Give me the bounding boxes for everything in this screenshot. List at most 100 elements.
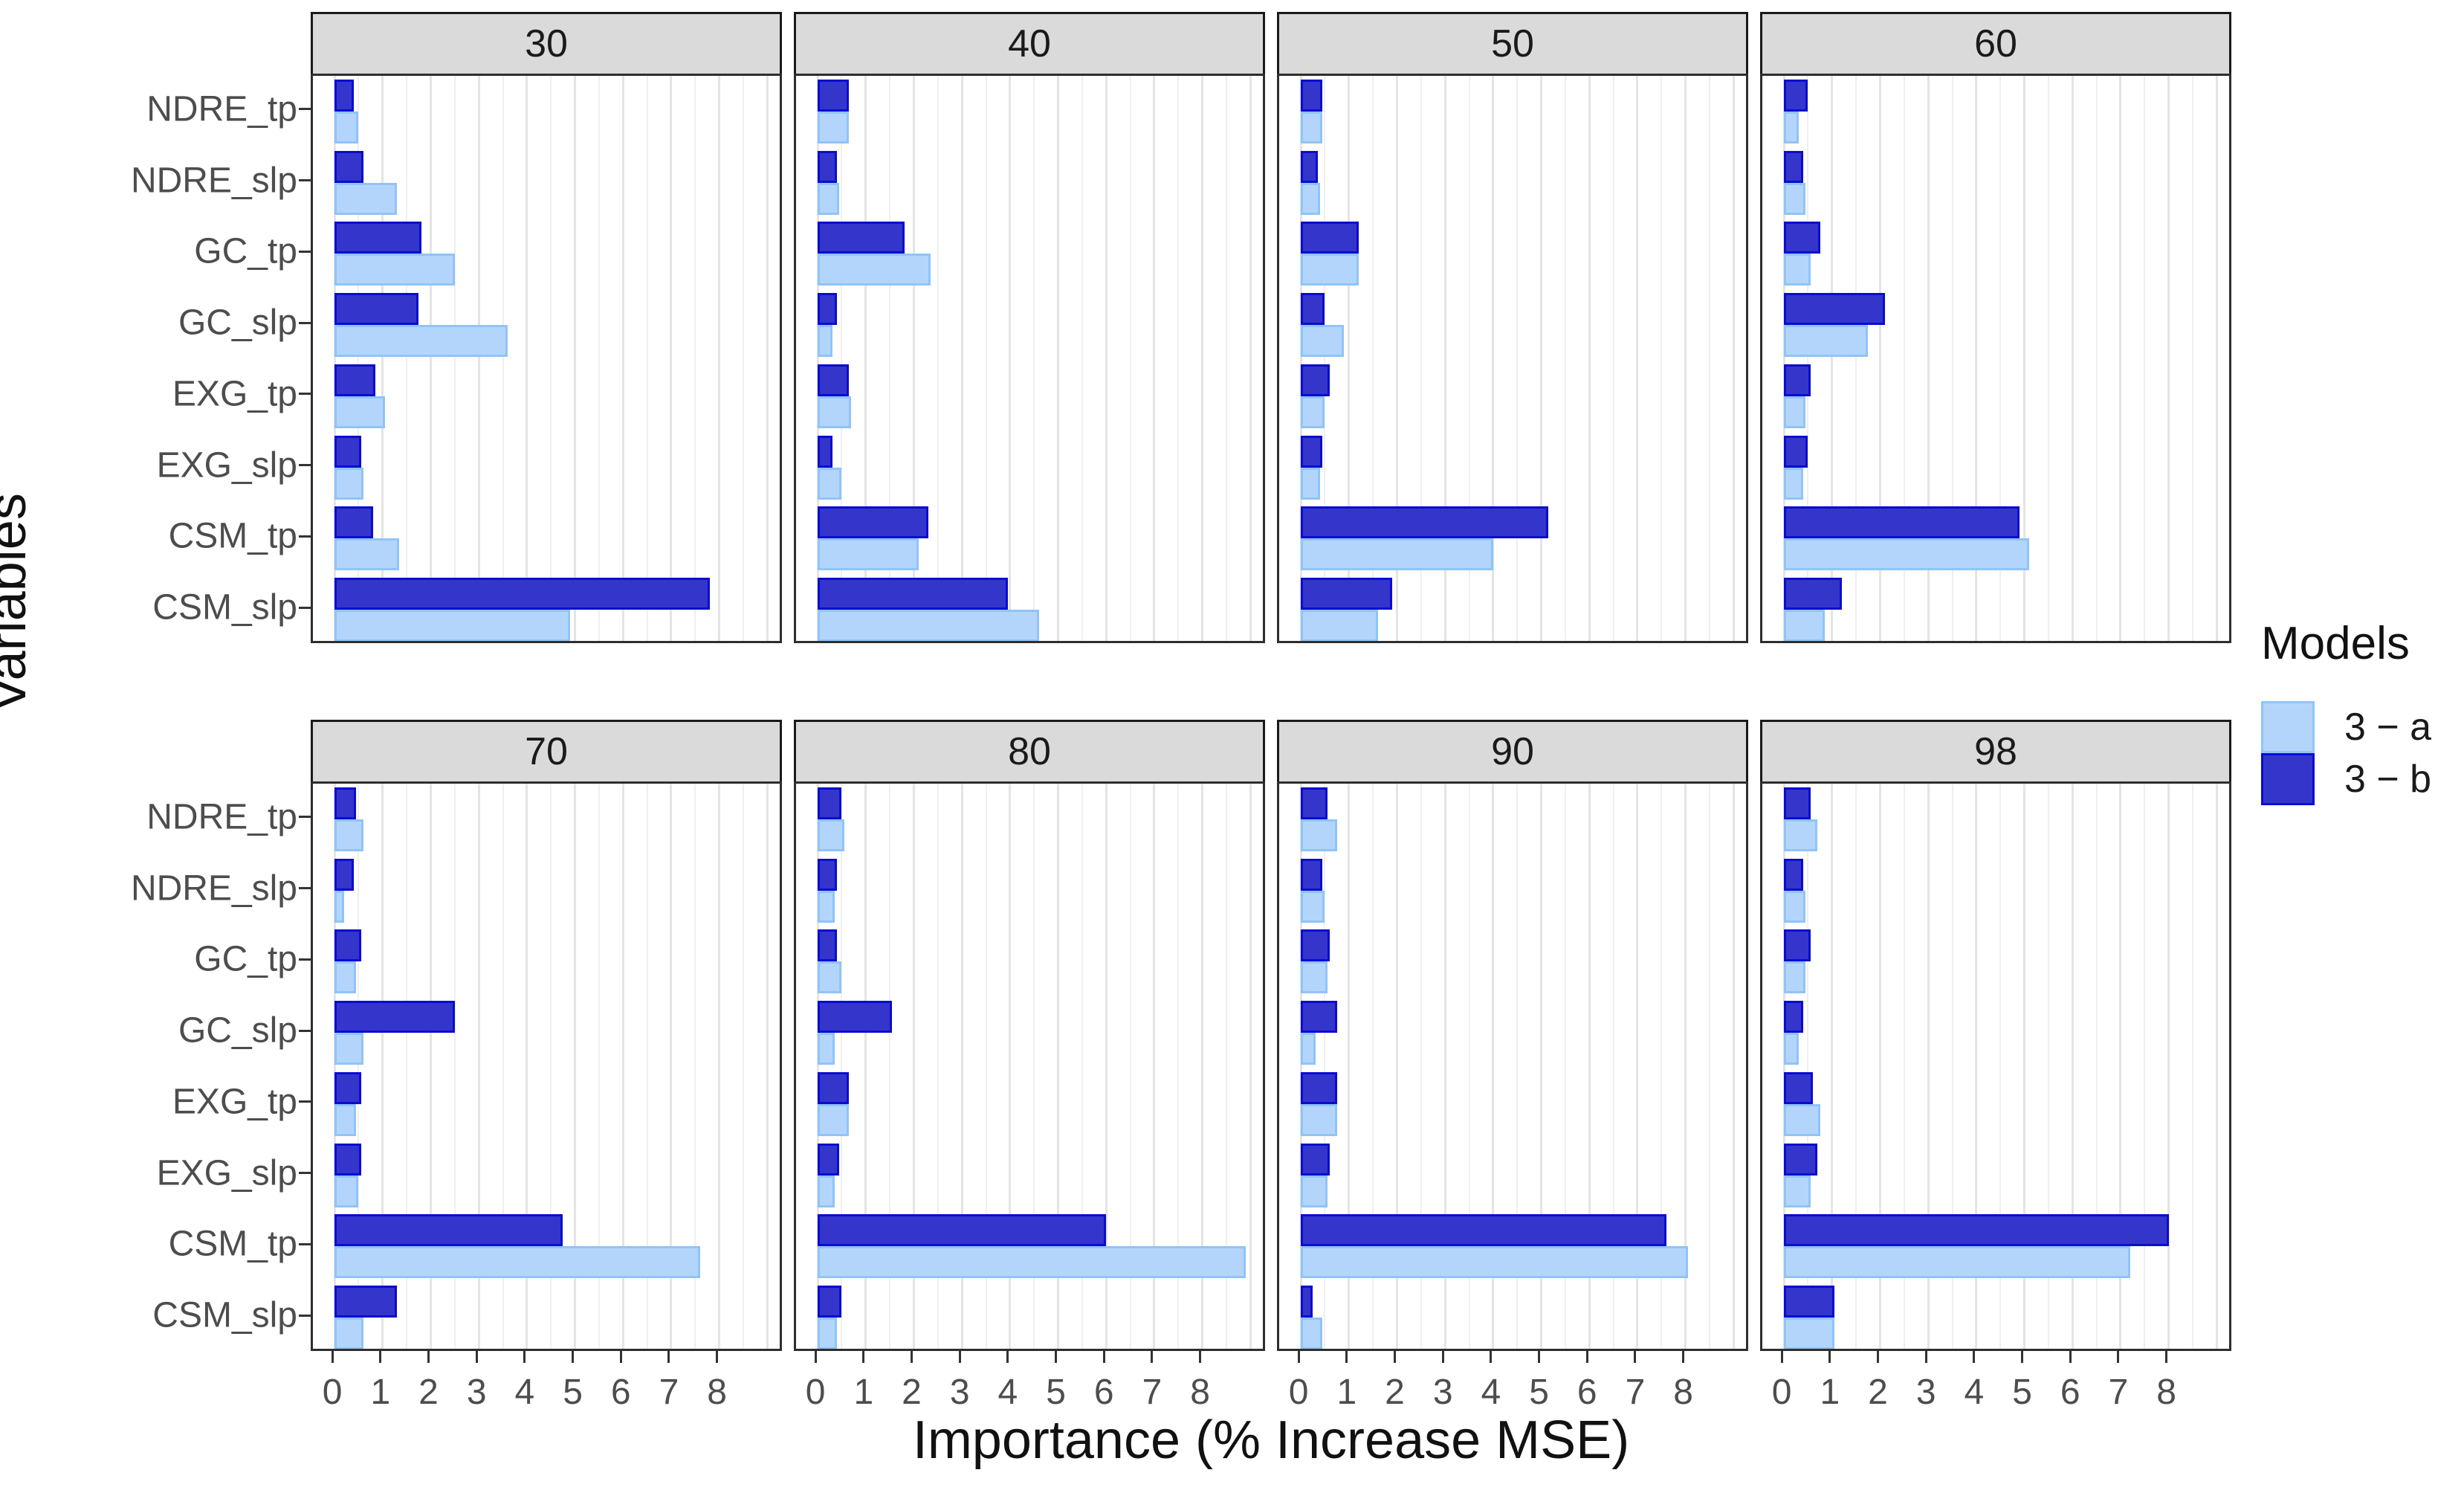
- gridline-major: [1105, 784, 1107, 1349]
- gridline-major: [1396, 784, 1398, 1349]
- bar-3b-GC_slp: [1301, 1001, 1337, 1034]
- gridline-major: [526, 784, 528, 1349]
- bar-3a-GC_slp: [818, 1033, 835, 1065]
- facet-strip: 70: [311, 720, 782, 784]
- gridline-minor: [1324, 784, 1326, 1349]
- gridline-major: [1443, 76, 1446, 641]
- bar-3a-CSM_tp: [1301, 538, 1493, 571]
- x-tick-mark: [716, 1351, 719, 1363]
- bar-3a-EXG_slp: [818, 1175, 835, 1207]
- y-tick-label-CSM_tp: CSM_tp: [168, 1224, 297, 1264]
- bar-3a-CSM_slp: [1784, 1318, 1835, 1349]
- gridline-minor: [2192, 784, 2193, 1349]
- y-tick-mark: [299, 321, 311, 324]
- facet-plot-area: [794, 74, 1265, 643]
- gridline-minor: [1372, 76, 1374, 641]
- y-tick-mark: [299, 1100, 311, 1103]
- facet-plot-area: [311, 781, 782, 1351]
- gridline-major: [1927, 784, 1930, 1349]
- gridline-major: [1348, 784, 1351, 1349]
- gridline-minor: [358, 76, 360, 641]
- bar-3a-GC_tp: [1784, 961, 1806, 994]
- gridline-minor: [1324, 76, 1326, 641]
- bar-3a-EXG_tp: [334, 1103, 357, 1136]
- gridline-major: [816, 784, 819, 1349]
- gridline-major: [1636, 76, 1639, 641]
- y-tick-mark: [299, 464, 311, 467]
- gridline-minor: [2192, 76, 2193, 641]
- bar-3a-NDRE_slp: [1301, 890, 1325, 923]
- gridline-major: [913, 76, 915, 641]
- legend: Models 3 − a 3 − b: [2245, 617, 2464, 805]
- legend-entry-label: 3 − b: [2344, 758, 2432, 801]
- y-tick-mark: [299, 606, 311, 609]
- y-tick-mark: [299, 179, 311, 182]
- bar-3b-NDRE_tp: [1784, 79, 1808, 112]
- gridline-minor: [1420, 784, 1422, 1349]
- facet-label: 50: [1491, 22, 1534, 65]
- gridline-major: [1201, 76, 1204, 641]
- gridline-major: [333, 76, 336, 641]
- bar-3a-EXG_tp: [1301, 1103, 1337, 1136]
- gridline-major: [1782, 76, 1785, 641]
- x-tick-label: 3: [1915, 1373, 1936, 1412]
- gridline-major: [960, 76, 963, 641]
- gridline-minor: [2144, 784, 2146, 1349]
- gridline-minor: [406, 784, 408, 1349]
- bar-3b-EXG_slp: [334, 1143, 361, 1176]
- gridline-minor: [1081, 784, 1083, 1349]
- gridline-major: [621, 784, 624, 1349]
- bar-3b-CSM_tp: [1784, 506, 2020, 539]
- y-tick-label-NDRE_slp: NDRE_slp: [130, 161, 297, 201]
- x-tick-label: 7: [1625, 1373, 1646, 1412]
- bar-3a-CSM_tp: [1784, 1246, 2130, 1279]
- gridline-major: [574, 784, 577, 1349]
- bar-3b-CSM_slp: [334, 1286, 398, 1318]
- gridline-minor: [502, 784, 504, 1349]
- x-tick-label: 5: [563, 1373, 583, 1412]
- gridline-major: [1684, 784, 1687, 1349]
- bar-3a-GC_tp: [1784, 254, 1811, 286]
- gridline-minor: [1903, 76, 1905, 641]
- facet-plot-area: [1760, 781, 2231, 1351]
- gridline-minor: [1564, 784, 1566, 1349]
- gridline-major: [864, 784, 867, 1349]
- x-tick-label: 2: [902, 1373, 922, 1412]
- gridline-major: [1249, 76, 1252, 641]
- y-tick-mark: [299, 958, 311, 961]
- x-tick-mark: [1538, 1351, 1541, 1363]
- y-tick-label-CSM_slp: CSM_slp: [152, 587, 297, 628]
- gridline-major: [1782, 784, 1785, 1349]
- gridline-major: [430, 784, 432, 1349]
- x-tick-mark: [1345, 1351, 1348, 1363]
- gridline-minor: [1612, 76, 1614, 641]
- bar-3b-CSM_slp: [1784, 578, 1842, 610]
- bar-3b-NDRE_slp: [334, 150, 363, 183]
- bar-3b-NDRE_slp: [1301, 858, 1323, 891]
- x-tick-mark: [911, 1351, 913, 1363]
- gridline-minor: [1903, 784, 1905, 1349]
- bar-3b-EXG_tp: [818, 1071, 850, 1104]
- gridline-major: [1348, 76, 1351, 641]
- gridline-major: [477, 784, 480, 1349]
- bar-3a-CSM_slp: [1301, 610, 1378, 641]
- gridline-major: [1057, 784, 1060, 1349]
- gridline-minor: [1516, 76, 1519, 641]
- bar-3a-NDRE_tp: [1301, 111, 1323, 144]
- gridline-minor: [1226, 784, 1227, 1349]
- gridline-minor: [1177, 784, 1180, 1349]
- x-tick-mark: [619, 1351, 622, 1363]
- x-tick-mark: [1634, 1351, 1637, 1363]
- x-tick-label: 1: [1820, 1373, 1840, 1412]
- gridline-major: [1105, 76, 1107, 641]
- bar-3a-NDRE_slp: [818, 890, 835, 923]
- facet-strip: 60: [1760, 12, 2231, 76]
- gridline-minor: [598, 784, 600, 1349]
- bar-3b-EXG_tp: [334, 364, 376, 396]
- x-tick-mark: [1006, 1351, 1009, 1363]
- x-tick-label: 2: [1385, 1373, 1405, 1412]
- bar-3a-NDRE_slp: [1784, 890, 1806, 923]
- bar-3b-GC_slp: [818, 1001, 893, 1034]
- bar-3b-CSM_tp: [818, 1214, 1107, 1247]
- gridline-major: [816, 76, 819, 641]
